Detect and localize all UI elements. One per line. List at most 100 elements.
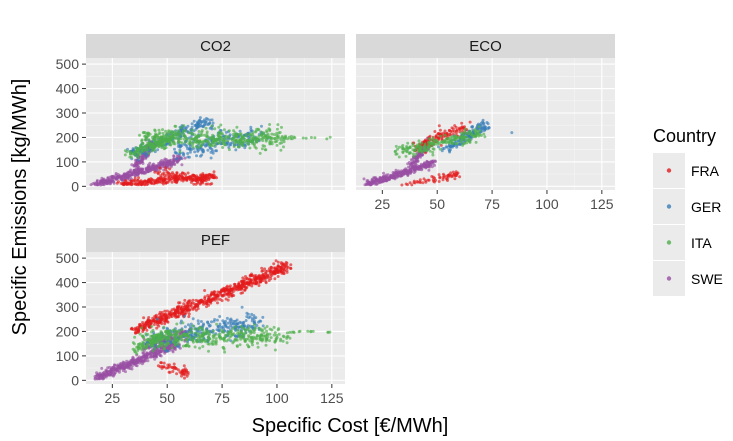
data-point-ger [205,122,209,126]
data-point-fra [447,173,451,177]
data-point-ita [269,142,273,146]
data-point-ita [151,338,155,342]
data-point-fra [279,269,282,273]
data-point-swe [98,374,102,378]
data-point-ita [239,337,243,341]
data-point-ita [154,138,158,142]
data-point-swe [126,170,130,174]
data-point-ita [254,129,258,133]
data-point-fra [438,128,442,132]
data-point-swe [156,164,160,168]
data-point-ita [193,133,196,137]
data-point-swe [104,181,108,185]
data-point-ita [205,139,209,143]
data-point-fra [410,183,414,187]
data-point-fra [175,372,179,376]
data-point-ita [195,140,199,143]
data-point-ita [247,326,251,330]
data-point-ita [431,153,435,157]
data-point-fra [268,270,272,274]
data-point-fra [137,176,141,180]
data-point-ger [231,321,235,325]
data-point-swe [166,346,170,350]
data-point-ger [199,154,202,158]
data-point-swe [396,171,400,175]
data-point-ita [136,153,140,157]
data-point-swe [372,179,376,183]
data-point-fra [441,172,445,176]
data-point-ita [288,330,292,334]
data-point-ita [268,123,272,126]
data-point-swe [140,160,144,164]
data-point-ita [235,338,239,342]
data-point-ita [185,137,189,140]
data-point-ita [155,340,159,344]
data-point-ger [250,319,254,323]
data-point-fra [443,129,447,133]
data-point-fra [165,173,169,177]
data-point-fra [437,124,441,128]
data-point-fra [230,288,234,291]
data-point-fra [175,171,179,175]
data-point-ita [257,135,261,138]
data-point-ita [264,148,268,152]
data-point-fra [196,180,199,184]
data-point-ita [163,344,167,347]
data-point-ger [486,127,490,131]
data-point-fra [210,292,214,295]
data-point-ita [219,123,223,127]
data-point-ita [179,126,183,130]
data-point-fra [204,182,208,186]
data-point-ger [207,322,211,326]
data-point-ita [248,339,252,343]
data-point-ita [217,333,221,337]
data-point-ita [223,350,227,354]
data-point-swe [95,373,99,377]
data-point-ger [233,334,237,338]
data-point-fra [255,281,258,284]
data-point-fra [408,181,412,185]
data-point-swe [97,377,101,381]
data-point-ita [162,335,166,339]
data-point-ita [463,127,467,131]
data-point-swe [106,366,110,370]
y-tick-label: 500 [56,56,80,72]
data-point-swe [180,163,184,167]
data-point-ita [157,132,161,136]
data-point-ita [153,347,157,351]
data-point-swe [140,157,144,161]
data-point-fra [274,259,278,263]
data-point-ita [213,127,217,131]
data-point-swe [416,159,420,163]
data-point-fra [203,298,207,302]
data-point-fra [221,293,225,297]
data-point-ita [199,134,203,137]
data-point-swe [431,159,435,163]
legend-key-point [666,240,672,245]
data-point-fra [285,270,289,274]
data-point-ita [230,137,234,141]
data-point-swe [131,171,134,175]
data-point-fra [149,319,153,323]
data-point-swe [121,369,125,373]
data-point-fra [424,180,428,184]
data-point-ita [195,134,199,138]
data-point-swe [171,160,175,164]
data-point-fra [144,326,148,330]
data-point-fra [180,374,183,378]
data-point-fra [227,285,231,289]
data-point-ita [223,333,227,337]
legend-label: ITA [691,235,712,251]
y-tick-label: 300 [56,105,80,121]
data-point-ita [165,342,169,345]
data-point-fra [416,180,420,184]
data-point-ita [147,138,151,142]
data-point-ita [275,143,279,147]
data-point-fra [167,171,171,175]
data-point-fra [159,312,163,316]
data-point-fra [282,268,286,272]
data-point-ita [156,141,160,145]
data-point-swe [384,173,388,177]
data-point-ita [328,330,332,334]
legend-label: SWE [691,271,723,287]
